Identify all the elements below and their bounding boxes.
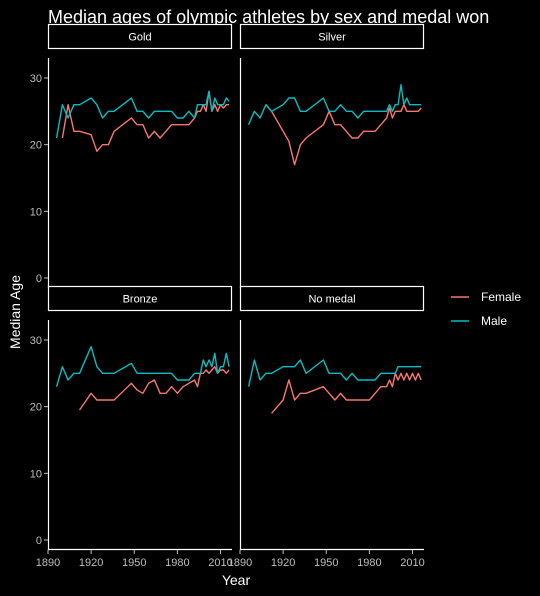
x-tick-label: 1920 (79, 557, 103, 569)
x-tick-label: 1890 (36, 557, 60, 569)
strip-label-silver: Silver (318, 32, 346, 44)
x-tick-label: 2010 (400, 557, 424, 569)
y-tick-label: 0 (36, 273, 42, 285)
strip-bronze (47, 285, 233, 312)
strip-silver (239, 23, 425, 50)
panel-silver: Silver (239, 23, 425, 289)
y-tick-label: 0 (36, 535, 42, 547)
x-tick-label: 1890 (228, 557, 252, 569)
series-line-no-medal-female (271, 372, 422, 414)
y-tick-label: 20 (30, 402, 42, 414)
series-line-gold-male (55, 90, 230, 139)
y-tick-label: 30 (30, 335, 42, 347)
panel-bronze: Bronze 0 10 20 30 1890 1920 1950 1980 2010 (30, 285, 233, 569)
legend-label-female: Female (481, 290, 521, 304)
series-line-bronze-male (55, 346, 230, 387)
legend-item-male: Male (451, 314, 507, 328)
y-tick-label: 30 (30, 73, 42, 85)
strip-label-gold: Gold (128, 32, 151, 44)
strip-label-no-medal: No medal (308, 294, 355, 306)
series-line-bronze-female (79, 366, 230, 411)
x-tick-label: 1950 (314, 557, 338, 569)
x-tick-label: 1920 (271, 557, 295, 569)
panel-gold: Gold 0 10 20 30 (30, 23, 233, 289)
strip-label-bronze: Bronze (123, 294, 158, 306)
y-tick-label: 10 (30, 206, 42, 218)
panel-no-medal: No medal 1890 1920 1950 1980 2010 (228, 285, 425, 569)
x-tick-label: 1980 (165, 557, 189, 569)
y-tick-label: 10 (30, 468, 42, 480)
y-tick-label: 20 (30, 140, 42, 152)
y-axis-title: Median Age (7, 275, 23, 349)
series-line-no-medal-male (247, 359, 422, 387)
chart-title: Median ages of olympic athletes by sex a… (48, 7, 489, 27)
series-line-silver-female (265, 103, 422, 166)
facet-panels: Gold 0 10 20 30 Silver Bronze 0 10 20 30 1890 1920 19… (30, 23, 425, 569)
x-tick-label: 2010 (208, 557, 232, 569)
legend-item-female: Female (451, 290, 521, 304)
x-tick-label: 1950 (122, 557, 146, 569)
legend-label-male: Male (481, 314, 507, 328)
legend: Female Male (451, 290, 521, 328)
strip-no-medal (239, 285, 425, 312)
series-line-gold-female (61, 90, 230, 153)
x-tick-label: 1980 (357, 557, 381, 569)
x-axis-title: Year (222, 572, 251, 588)
series-line-silver-male (247, 83, 422, 125)
strip-gold (47, 23, 233, 50)
